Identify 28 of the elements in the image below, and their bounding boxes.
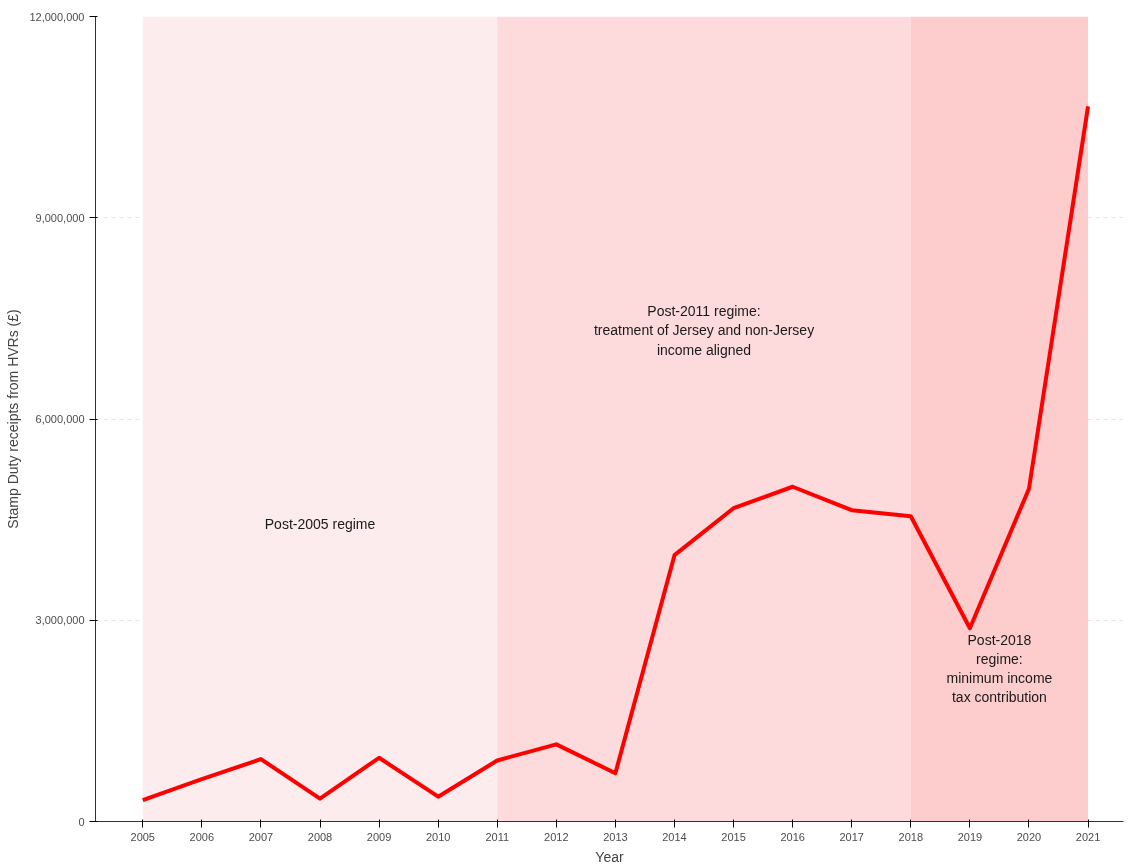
band-label: Post-2011 regime: treatment of Jersey and non-Jersey income aligned: [593, 303, 815, 358]
y-tick-label: 3,000,000: [35, 614, 85, 627]
line-series: [140, 104, 1091, 803]
x-tick-label: 2014: [662, 830, 687, 843]
x-tick-label: 2009: [366, 830, 392, 843]
x-tick-label: 2013: [603, 830, 628, 843]
y-tick-label: 9,000,000: [35, 211, 85, 224]
y-tick-label: 0: [78, 815, 85, 828]
x-tick-label: 2018: [898, 830, 924, 843]
x-tick-label: 2012: [544, 830, 569, 843]
x-tick-label: 2010: [425, 830, 451, 843]
x-tick-label: 2011: [485, 830, 510, 843]
x-tick-label: 2016: [780, 830, 805, 843]
x-tick-label: 2019: [957, 830, 983, 843]
x-tick-label: 2015: [721, 830, 746, 843]
band-label: Post-2005 regime: [264, 515, 376, 532]
y-axis-title: Stamp Duty receipts from HVRs (£): [5, 309, 22, 529]
y-tick-label: 12,000,000: [29, 10, 85, 23]
x-tick-label: 2020: [1016, 830, 1042, 843]
y-tick-label: 6,000,000: [35, 413, 85, 425]
x-axis-title: Year: [595, 848, 624, 865]
x-tick-label: 2005: [130, 830, 156, 843]
x-tick-label: 2017: [839, 830, 864, 843]
x-tick-label: 2007: [248, 830, 274, 843]
band-label: Post-2018 regime: minimum income tax contribution: [946, 631, 1053, 706]
x-tick-label: 2021: [1075, 830, 1101, 843]
x-tick-label: 2008: [307, 830, 333, 843]
x-tick-label: 2006: [189, 830, 215, 843]
